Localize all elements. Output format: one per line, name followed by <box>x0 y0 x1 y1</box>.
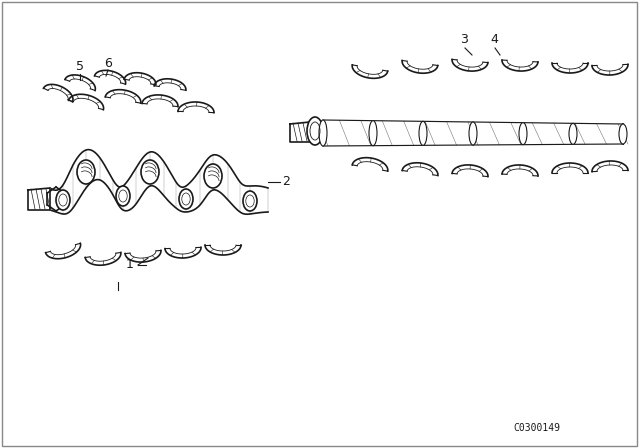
Text: 4: 4 <box>490 33 498 46</box>
Polygon shape <box>28 188 50 210</box>
Text: 5: 5 <box>76 60 84 73</box>
Ellipse shape <box>77 160 95 184</box>
Text: 1: 1 <box>126 258 134 271</box>
Polygon shape <box>290 122 310 142</box>
Ellipse shape <box>419 121 427 145</box>
Ellipse shape <box>307 117 323 145</box>
Ellipse shape <box>469 122 477 145</box>
Ellipse shape <box>369 121 377 146</box>
Ellipse shape <box>519 123 527 145</box>
Ellipse shape <box>56 190 70 210</box>
Ellipse shape <box>204 164 222 188</box>
Text: 6: 6 <box>104 57 112 70</box>
Ellipse shape <box>319 120 327 146</box>
Text: 2: 2 <box>282 175 290 188</box>
Ellipse shape <box>569 123 577 144</box>
Text: C0300149: C0300149 <box>513 423 560 433</box>
Text: 3: 3 <box>460 33 468 46</box>
Ellipse shape <box>116 186 130 206</box>
Ellipse shape <box>243 191 257 211</box>
Ellipse shape <box>179 189 193 209</box>
Ellipse shape <box>141 160 159 184</box>
Ellipse shape <box>619 124 627 144</box>
